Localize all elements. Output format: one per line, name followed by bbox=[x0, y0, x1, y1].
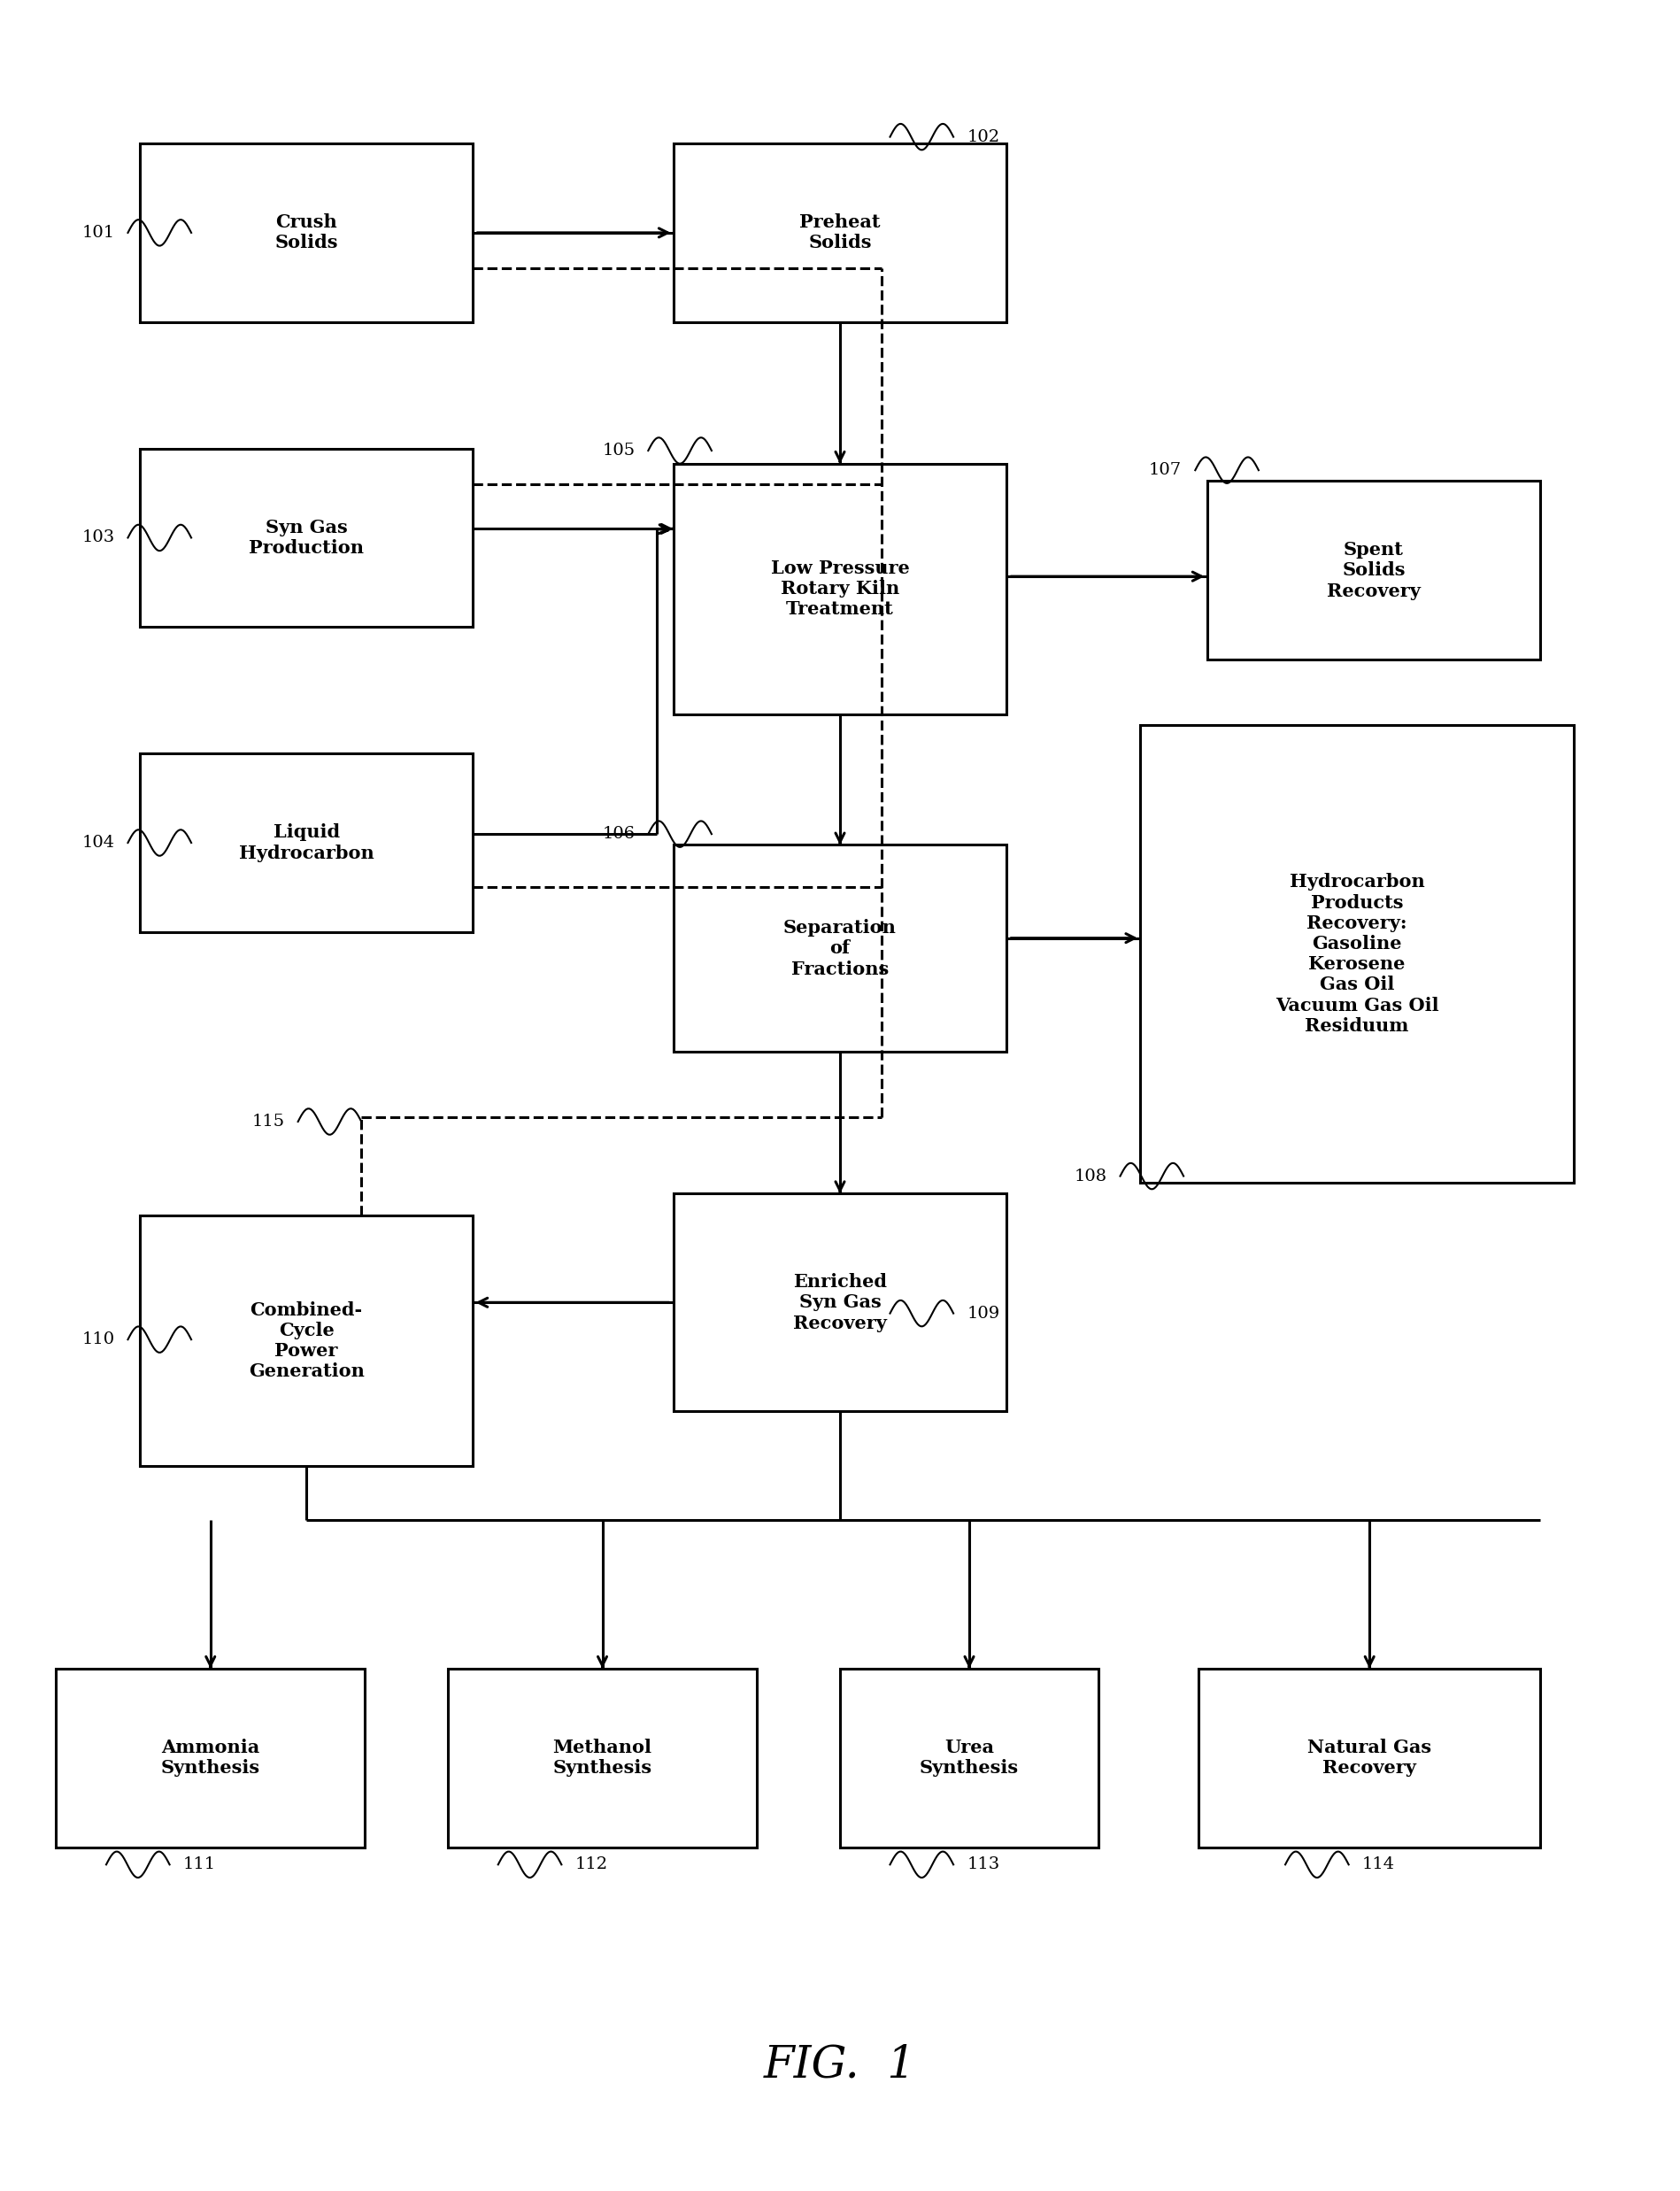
Text: Methanol
Synthesis: Methanol Synthesis bbox=[553, 1740, 652, 1777]
Text: 110: 110 bbox=[82, 1332, 114, 1347]
Text: 107: 107 bbox=[1149, 462, 1181, 478]
FancyBboxPatch shape bbox=[840, 1670, 1099, 1847]
Text: 112: 112 bbox=[575, 1856, 608, 1873]
Text: Preheat
Solids: Preheat Solids bbox=[800, 213, 880, 252]
Text: 103: 103 bbox=[82, 530, 114, 546]
Text: 114: 114 bbox=[1362, 1856, 1394, 1873]
Text: Liquid
Hydrocarbon: Liquid Hydrocarbon bbox=[239, 824, 375, 861]
Text: Natural Gas
Recovery: Natural Gas Recovery bbox=[1307, 1740, 1431, 1777]
FancyBboxPatch shape bbox=[139, 449, 474, 627]
FancyBboxPatch shape bbox=[139, 754, 474, 931]
FancyBboxPatch shape bbox=[55, 1670, 365, 1847]
Text: 115: 115 bbox=[252, 1113, 284, 1131]
Text: 109: 109 bbox=[966, 1306, 1000, 1321]
FancyBboxPatch shape bbox=[1206, 482, 1541, 659]
FancyBboxPatch shape bbox=[1198, 1670, 1541, 1847]
FancyBboxPatch shape bbox=[449, 1670, 756, 1847]
Text: Ammonia
Synthesis: Ammonia Synthesis bbox=[161, 1740, 260, 1777]
FancyBboxPatch shape bbox=[674, 1194, 1006, 1411]
Text: FIG.  1: FIG. 1 bbox=[764, 2044, 916, 2086]
Text: Spent
Solids
Recovery: Spent Solids Recovery bbox=[1327, 541, 1421, 600]
Text: 104: 104 bbox=[82, 835, 114, 850]
Text: 102: 102 bbox=[966, 129, 1000, 145]
Text: Combined-
Cycle
Power
Generation: Combined- Cycle Power Generation bbox=[249, 1301, 365, 1380]
Text: Low Pressure
Rotary Kiln
Treatment: Low Pressure Rotary Kiln Treatment bbox=[771, 559, 909, 618]
Text: Syn Gas
Production: Syn Gas Production bbox=[249, 519, 365, 557]
FancyBboxPatch shape bbox=[674, 142, 1006, 322]
Text: Hydrocarbon
Products
Recovery:
Gasoline
Kerosene
Gas Oil
Vacuum Gas Oil
Residuum: Hydrocarbon Products Recovery: Gasoline … bbox=[1275, 874, 1438, 1034]
Text: 105: 105 bbox=[601, 443, 635, 458]
Text: Enriched
Syn Gas
Recovery: Enriched Syn Gas Recovery bbox=[793, 1273, 887, 1332]
Text: 111: 111 bbox=[183, 1856, 215, 1873]
FancyBboxPatch shape bbox=[139, 142, 474, 322]
Text: 106: 106 bbox=[601, 826, 635, 841]
Text: 108: 108 bbox=[1074, 1168, 1107, 1183]
Text: Separation
of
Fractions: Separation of Fractions bbox=[783, 918, 897, 977]
Text: 113: 113 bbox=[966, 1856, 1000, 1873]
Text: Urea
Synthesis: Urea Synthesis bbox=[919, 1740, 1018, 1777]
Text: 101: 101 bbox=[82, 226, 114, 241]
FancyBboxPatch shape bbox=[1141, 725, 1574, 1183]
FancyBboxPatch shape bbox=[674, 846, 1006, 1052]
Text: Crush
Solids: Crush Solids bbox=[276, 213, 338, 252]
FancyBboxPatch shape bbox=[139, 1216, 474, 1466]
FancyBboxPatch shape bbox=[674, 464, 1006, 714]
